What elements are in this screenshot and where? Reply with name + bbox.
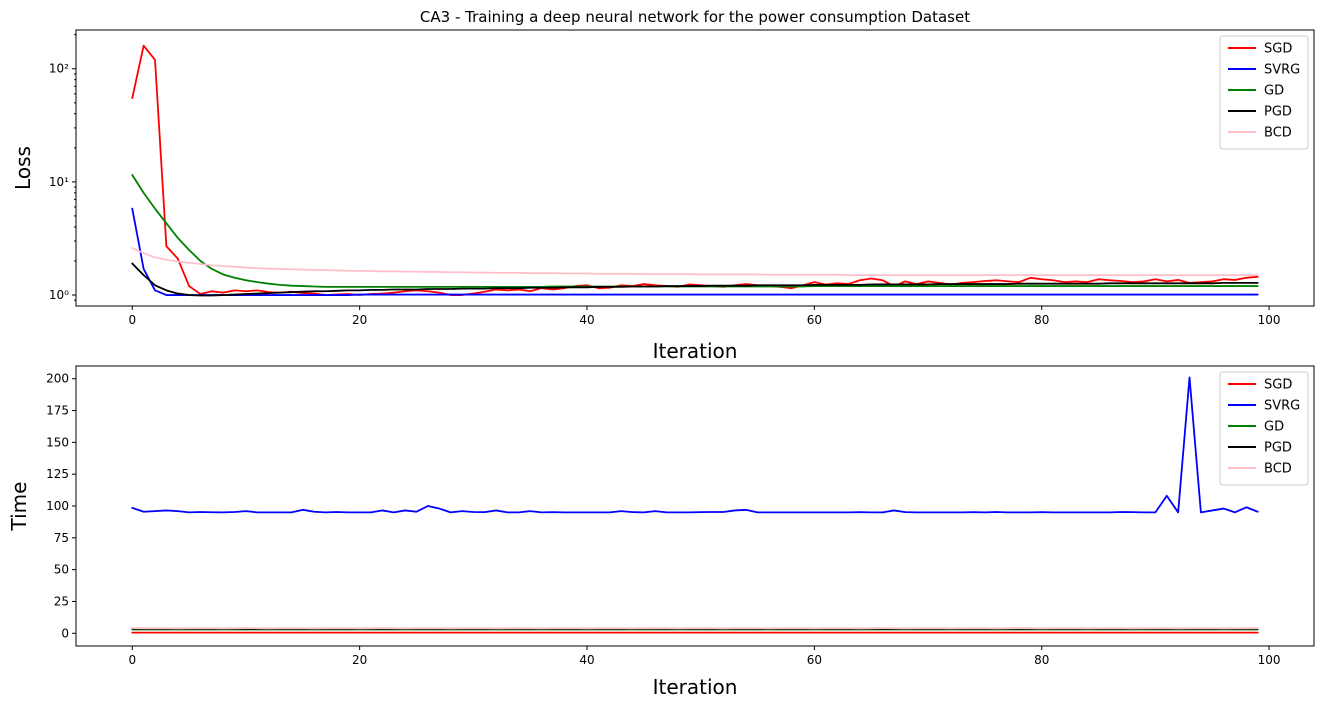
x-tick-label: 20 <box>352 653 367 667</box>
plot-frame <box>76 366 1314 646</box>
chart-title: CA3 - Training a deep neural network for… <box>420 8 970 26</box>
x-tick-label: 100 <box>1258 313 1281 327</box>
legend-label-pgd: PGD <box>1264 441 1292 456</box>
x-axis-label: Iteration <box>653 675 738 699</box>
series-line-pgd <box>132 264 1257 296</box>
x-tick-label: 0 <box>128 653 136 667</box>
x-tick-label: 40 <box>579 313 594 327</box>
y-tick-label: 100 <box>46 499 69 513</box>
legend-label-gd: GD <box>1264 420 1284 435</box>
series-line-svrg <box>132 377 1257 512</box>
legend-label-sgd: SGD <box>1264 42 1292 57</box>
legend-label-bcd: BCD <box>1264 126 1292 141</box>
x-tick-label: 40 <box>579 653 594 667</box>
y-tick-label: 150 <box>46 435 69 449</box>
y-axis-label: Loss <box>11 146 35 190</box>
series-group <box>132 377 1257 632</box>
y-tick-label: 75 <box>54 531 69 545</box>
x-tick-label: 80 <box>1034 653 1049 667</box>
x-tick-label: 100 <box>1258 653 1281 667</box>
y-tick-label: 25 <box>54 594 69 608</box>
plot-frame <box>76 30 1314 306</box>
x-tick-label: 60 <box>807 313 822 327</box>
legend-label-gd: GD <box>1264 84 1284 99</box>
y-tick-label: 200 <box>46 372 69 386</box>
legend-label-svrg: SVRG <box>1264 399 1300 414</box>
series-group <box>132 46 1257 296</box>
x-tick-label: 0 <box>128 313 136 327</box>
x-axis-label: Iteration <box>653 339 738 363</box>
legend: SGD SVRG GD PGD BCD <box>1220 36 1308 149</box>
y-tick-label: 10¹ <box>49 175 69 189</box>
y-tick-label: 125 <box>46 467 69 481</box>
y-tick-label: 50 <box>54 563 69 577</box>
y-tick-label: 10² <box>49 62 69 76</box>
x-tick-label: 60 <box>807 653 822 667</box>
y-tick-label: 10⁰ <box>49 288 69 302</box>
legend: SGD SVRG GD PGD BCD <box>1220 372 1308 485</box>
y-tick-label: 0 <box>61 626 69 640</box>
y-axis-label: Time <box>7 482 31 532</box>
x-tick-label: 20 <box>352 313 367 327</box>
x-tick-label: 80 <box>1034 313 1049 327</box>
y-tick-label: 175 <box>46 404 69 418</box>
chart-panel-1: 0 20 40 60 80 100 10⁰ 10¹ 10² Iteration Loss SGD SVR… <box>11 30 1314 363</box>
chart-panel-2: 0 20 40 60 80 100 0 25 50 75 100 125 150 175 200 Iterat… <box>7 366 1314 699</box>
series-line-sgd <box>132 46 1257 295</box>
legend-label-bcd: BCD <box>1264 462 1292 477</box>
legend-label-pgd: PGD <box>1264 105 1292 120</box>
series-line-bcd <box>132 248 1257 275</box>
legend-label-sgd: SGD <box>1264 378 1292 393</box>
legend-label-svrg: SVRG <box>1264 63 1300 78</box>
